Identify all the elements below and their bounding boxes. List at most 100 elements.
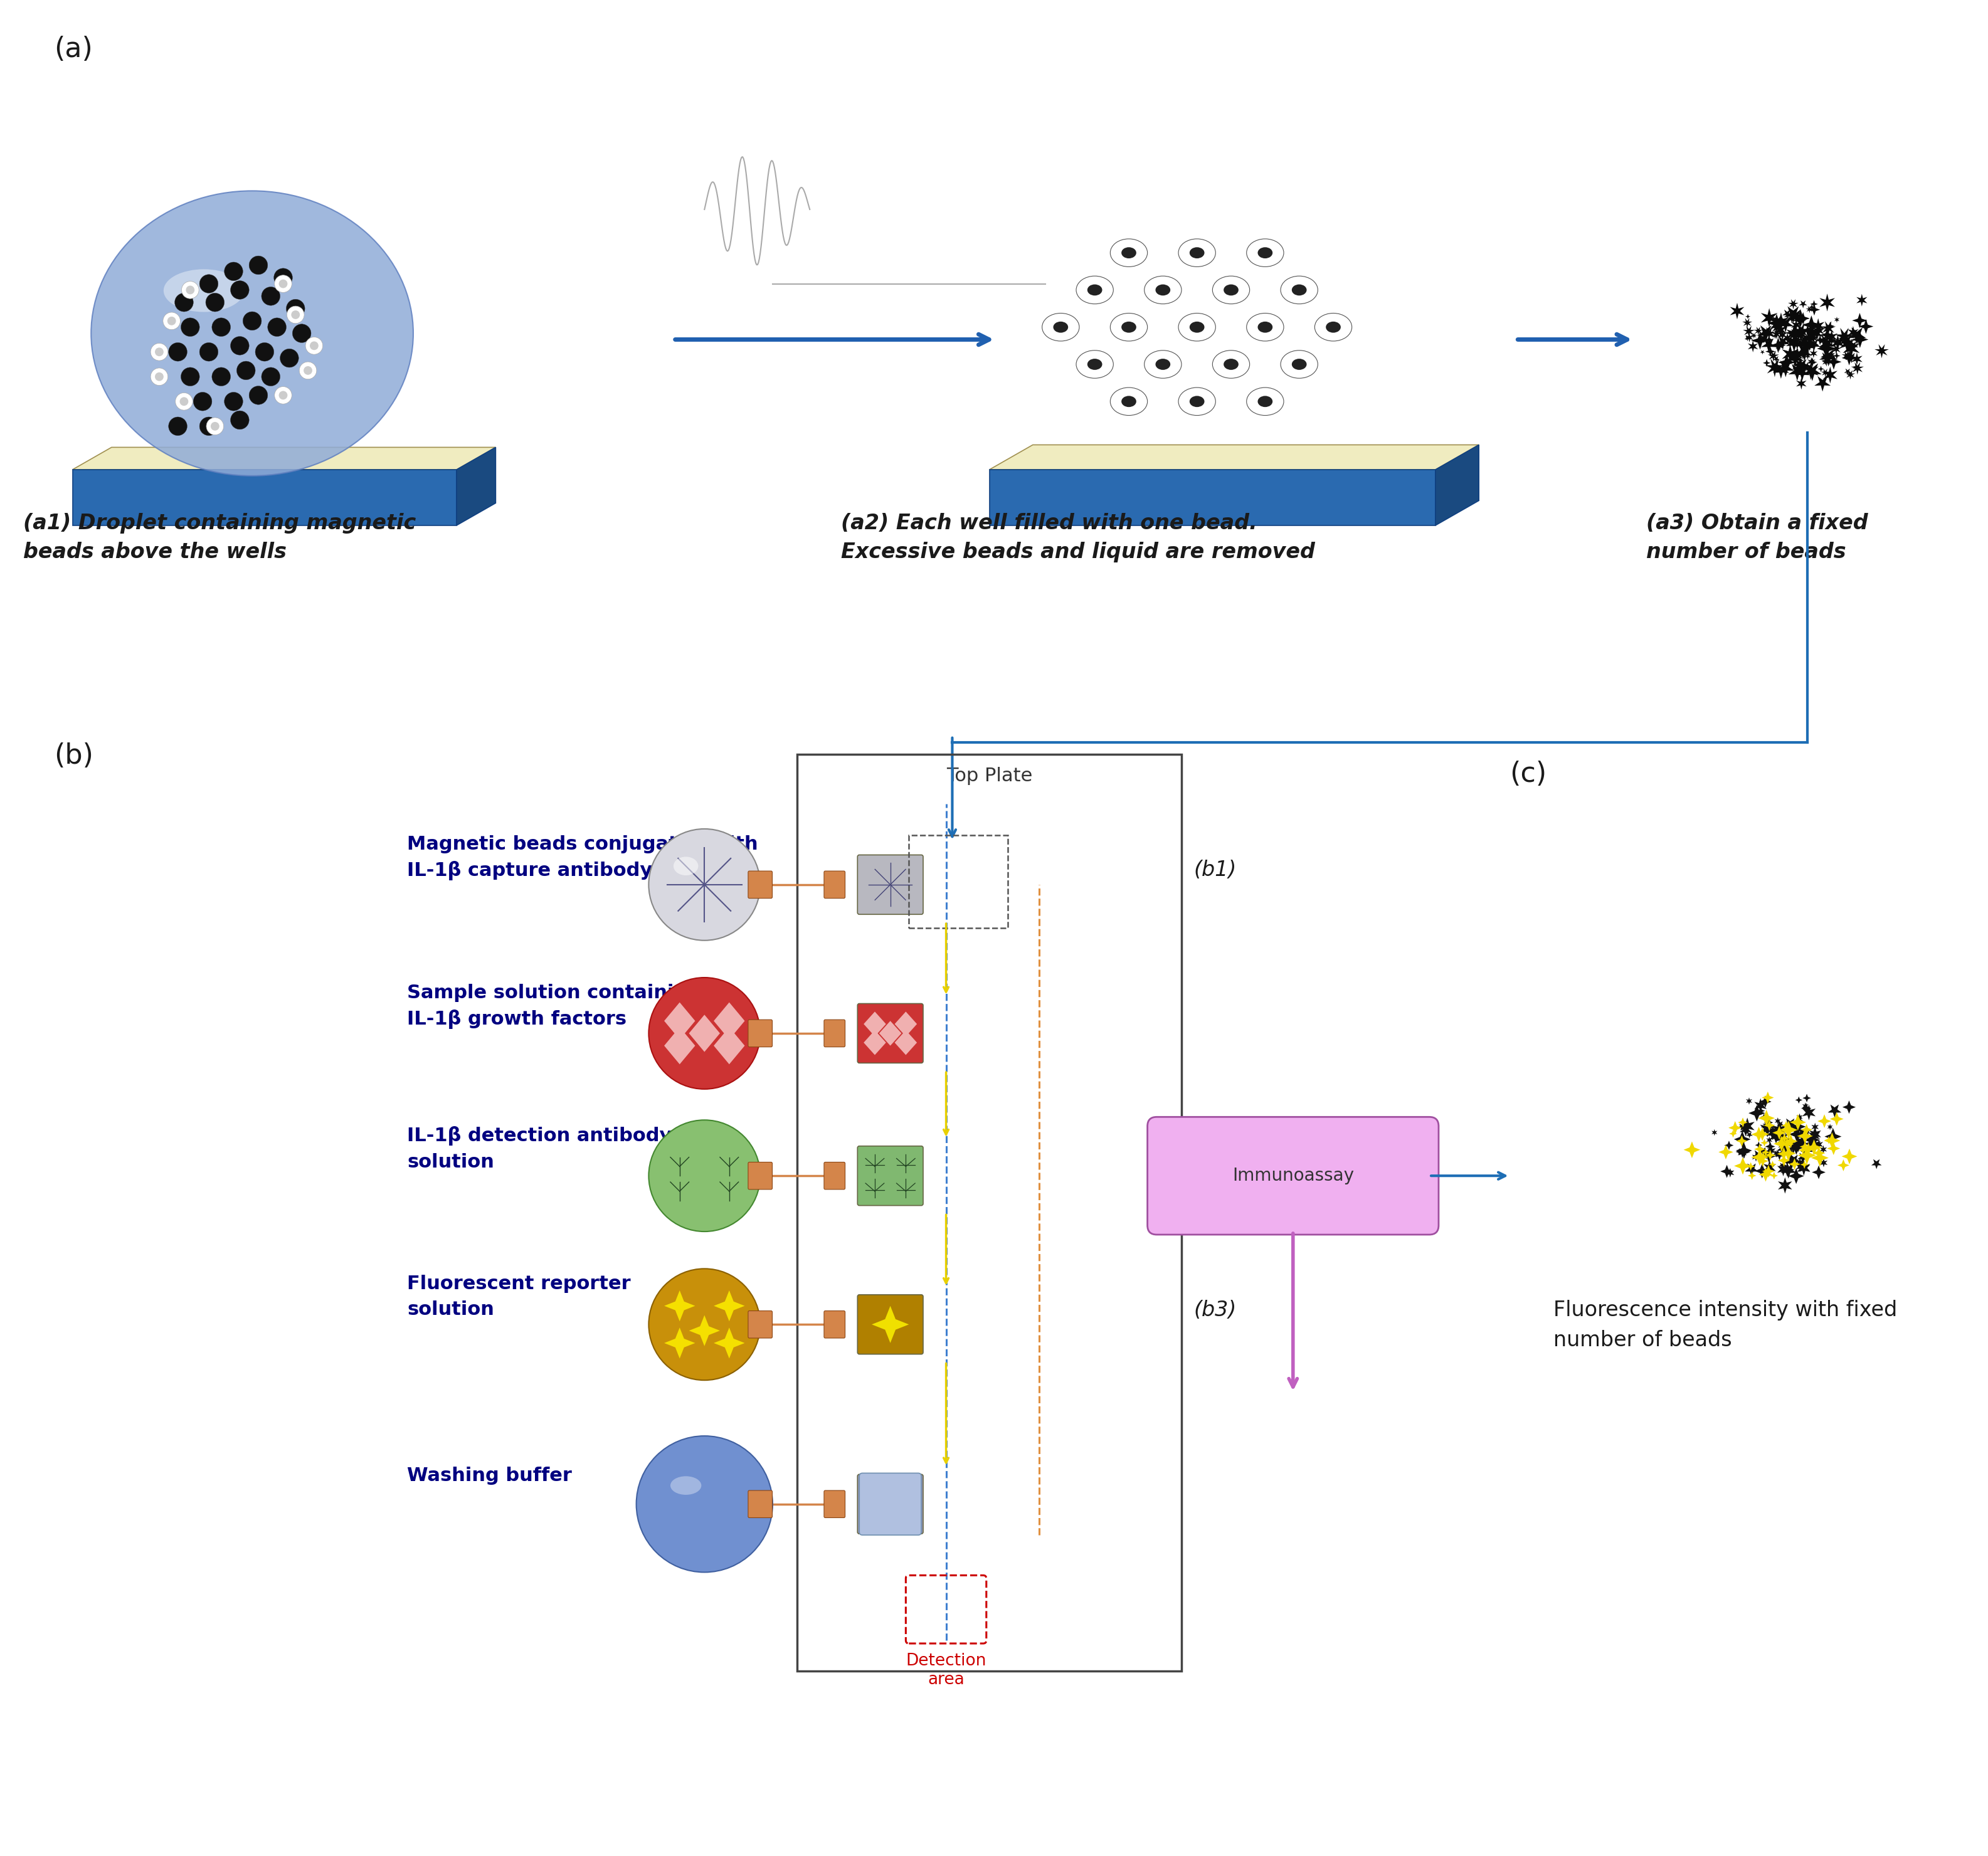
Polygon shape <box>1801 362 1811 371</box>
Ellipse shape <box>1155 358 1171 369</box>
Polygon shape <box>1809 327 1817 338</box>
Polygon shape <box>1736 1149 1743 1156</box>
Polygon shape <box>990 470 1435 525</box>
Polygon shape <box>1773 364 1789 379</box>
Polygon shape <box>1801 329 1819 347</box>
Polygon shape <box>1823 347 1829 353</box>
Circle shape <box>181 367 199 386</box>
Polygon shape <box>1829 1112 1843 1127</box>
Text: (b1): (b1) <box>1195 859 1237 880</box>
Polygon shape <box>1845 351 1855 362</box>
FancyBboxPatch shape <box>823 1019 845 1047</box>
Polygon shape <box>1799 1160 1807 1169</box>
Circle shape <box>155 347 163 356</box>
Polygon shape <box>1789 1127 1805 1141</box>
Polygon shape <box>1791 310 1809 327</box>
Polygon shape <box>1759 332 1769 343</box>
Polygon shape <box>1779 1132 1787 1141</box>
Circle shape <box>175 393 193 410</box>
Ellipse shape <box>1326 321 1340 332</box>
Polygon shape <box>1763 1121 1769 1128</box>
Polygon shape <box>1801 325 1813 336</box>
Polygon shape <box>1779 1134 1789 1143</box>
Polygon shape <box>1769 1132 1783 1143</box>
Polygon shape <box>1747 340 1757 353</box>
Polygon shape <box>1859 319 1873 334</box>
Polygon shape <box>1811 1149 1829 1167</box>
FancyBboxPatch shape <box>1147 1117 1439 1234</box>
Ellipse shape <box>1189 395 1205 406</box>
Polygon shape <box>1787 1154 1793 1162</box>
Polygon shape <box>1751 1151 1763 1162</box>
Polygon shape <box>1769 1127 1777 1134</box>
Polygon shape <box>1712 1128 1718 1136</box>
Polygon shape <box>1777 1138 1787 1145</box>
Polygon shape <box>664 1002 696 1039</box>
Ellipse shape <box>1280 277 1318 304</box>
Polygon shape <box>1777 1141 1793 1156</box>
Polygon shape <box>1827 1104 1841 1117</box>
Polygon shape <box>1807 356 1815 366</box>
Polygon shape <box>1811 323 1825 338</box>
Polygon shape <box>1799 1151 1809 1160</box>
Circle shape <box>262 367 280 386</box>
Polygon shape <box>1763 327 1775 340</box>
Polygon shape <box>1801 1102 1811 1114</box>
Polygon shape <box>1783 1154 1799 1169</box>
Text: (b2): (b2) <box>1195 1151 1237 1171</box>
Text: Detection
area: Detection area <box>907 1652 986 1687</box>
Circle shape <box>181 282 199 299</box>
Polygon shape <box>1773 334 1777 340</box>
Polygon shape <box>664 1026 696 1063</box>
Polygon shape <box>1785 336 1803 353</box>
Polygon shape <box>1781 1162 1795 1177</box>
Polygon shape <box>1797 317 1805 325</box>
Polygon shape <box>1773 1136 1789 1153</box>
Polygon shape <box>1783 1158 1791 1166</box>
Text: Magnetic beads conjugated with
IL-1β capture antibody: Magnetic beads conjugated with IL-1β cap… <box>408 835 757 880</box>
Polygon shape <box>1809 349 1817 358</box>
Polygon shape <box>1765 336 1773 345</box>
Polygon shape <box>1799 1145 1807 1154</box>
Polygon shape <box>1767 316 1785 334</box>
Polygon shape <box>1791 1119 1805 1134</box>
Polygon shape <box>1783 310 1791 319</box>
Ellipse shape <box>1292 284 1306 295</box>
Circle shape <box>278 392 288 399</box>
Circle shape <box>181 317 199 336</box>
Text: Fluorescent reporter
solution: Fluorescent reporter solution <box>408 1275 630 1318</box>
Polygon shape <box>1821 369 1829 377</box>
Circle shape <box>274 269 292 288</box>
Polygon shape <box>1805 306 1813 314</box>
Circle shape <box>169 418 187 436</box>
Ellipse shape <box>1054 321 1068 332</box>
Polygon shape <box>1827 334 1833 342</box>
Polygon shape <box>1763 1119 1771 1127</box>
Ellipse shape <box>1109 239 1147 267</box>
Polygon shape <box>1745 314 1751 319</box>
Polygon shape <box>1765 1128 1779 1140</box>
Polygon shape <box>1841 1149 1857 1164</box>
Polygon shape <box>1797 347 1813 362</box>
Polygon shape <box>1743 336 1749 342</box>
Text: Fluorescence intensity with fixed
number of beads: Fluorescence intensity with fixed number… <box>1553 1299 1897 1351</box>
Polygon shape <box>1833 353 1841 360</box>
Polygon shape <box>1761 1140 1767 1147</box>
Circle shape <box>280 349 298 367</box>
Polygon shape <box>72 447 495 470</box>
Polygon shape <box>1775 342 1785 351</box>
Polygon shape <box>1845 369 1855 379</box>
Polygon shape <box>1738 1117 1747 1127</box>
Polygon shape <box>1825 354 1841 369</box>
Text: (b): (b) <box>54 742 93 768</box>
Polygon shape <box>1871 1160 1883 1169</box>
Polygon shape <box>1755 1164 1769 1179</box>
Polygon shape <box>1777 360 1795 377</box>
FancyBboxPatch shape <box>823 1490 845 1518</box>
FancyBboxPatch shape <box>857 856 922 915</box>
Circle shape <box>225 392 243 410</box>
Polygon shape <box>1789 329 1799 338</box>
Polygon shape <box>1839 336 1845 342</box>
Ellipse shape <box>1087 358 1101 369</box>
Circle shape <box>193 392 213 410</box>
